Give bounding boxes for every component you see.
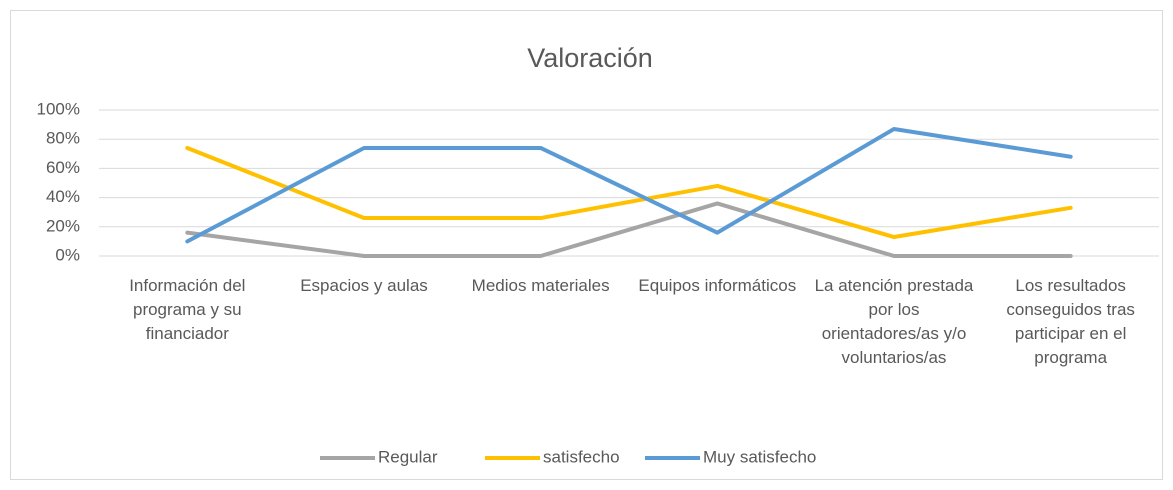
line-series xyxy=(185,126,1073,244)
y-tick-label: 40% xyxy=(46,187,80,206)
chart-frame xyxy=(10,10,1163,480)
y-tick-label: 20% xyxy=(46,216,80,235)
x-tick-label: Equipos informáticos xyxy=(638,276,797,295)
line-series xyxy=(185,201,1073,258)
y-tick-label: 0% xyxy=(55,245,80,264)
line-series xyxy=(185,145,1073,240)
legend-label: Regular xyxy=(378,447,438,466)
x-tick-label: Medios materiales xyxy=(471,276,610,295)
x-tick-label: Información del programa y su financiado… xyxy=(129,276,246,343)
x-tick-label: Los resultados conseguidos tras particip… xyxy=(1006,276,1135,367)
y-tick-label: 80% xyxy=(46,129,80,148)
x-tick-label: Espacios y aulas xyxy=(300,276,428,295)
legend-label: satisfecho xyxy=(543,447,620,466)
x-tick-label: La atención prestada por los orientadore… xyxy=(814,276,974,367)
chart-title: Valoración xyxy=(527,43,653,73)
y-tick-label: 100% xyxy=(37,99,80,118)
y-tick-label: 60% xyxy=(46,158,80,177)
legend-label: Muy satisfecho xyxy=(703,447,816,466)
